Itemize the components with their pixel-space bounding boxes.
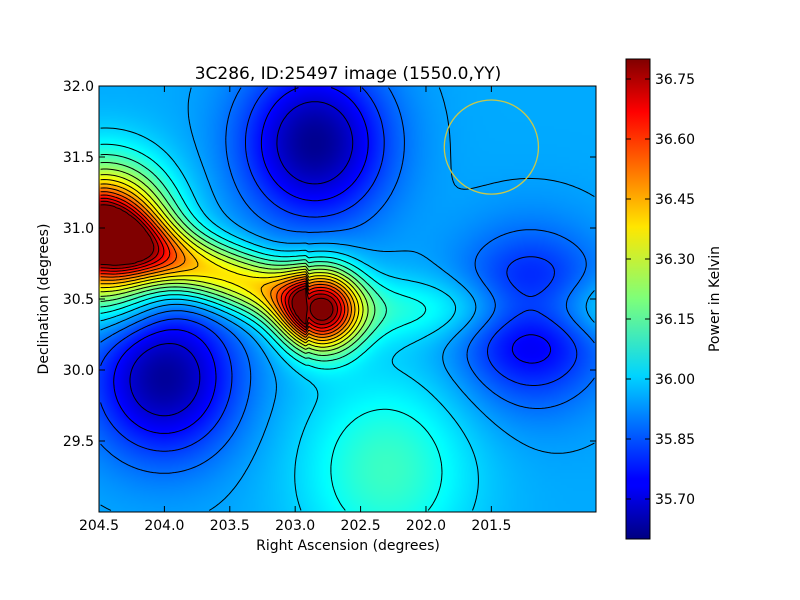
contour-line: [100, 187, 352, 338]
heatmap-area: [99, 86, 596, 512]
contour-line: [100, 154, 387, 362]
contour-line: [100, 87, 595, 511]
contour-line: [100, 179, 360, 345]
x-tick-label: 204.0: [144, 518, 184, 534]
colorbar-tick-label: 36.75: [655, 72, 695, 88]
chart-title: 3C286, ID:25497 image (1550.0,YY): [195, 64, 502, 84]
colorbar-tick-label: 35.85: [655, 432, 695, 448]
colorbar-tick-label: 36.30: [655, 252, 695, 268]
colorbar: [625, 58, 651, 540]
x-tick-label: 201.5: [471, 518, 511, 534]
colorbar-tick-label: 36.45: [655, 192, 695, 208]
colorbar-label: Power in Kelvin: [707, 246, 723, 352]
y-tick-label: 30.5: [63, 292, 94, 308]
contour-line: [129, 101, 354, 417]
x-tick-label: 204.5: [79, 518, 119, 534]
y-axis-label: Declination (degrees): [36, 224, 52, 375]
y-axis-ticks: 29.5 30.0 30.5 31.0 31.5 32.0: [63, 79, 596, 450]
colorbar-tick-label: 36.00: [655, 372, 695, 388]
contour-line: [100, 200, 338, 328]
contour-line: [100, 191, 349, 336]
contour-line: [113, 87, 552, 434]
x-axis-ticks: 204.5 204.0 203.5 203.0 202.5 202.0 201.5: [79, 86, 511, 534]
y-tick-label: 31.5: [63, 150, 94, 166]
contour-line: [100, 183, 356, 341]
contour-line: [100, 174, 364, 348]
contour-line: [100, 87, 595, 474]
contour-line: [100, 168, 369, 352]
y-tick-label: 31.0: [63, 221, 94, 237]
contour-line: [100, 194, 346, 333]
contour-line: [100, 143, 443, 511]
contour-lines: [100, 87, 595, 511]
colorbar-ticks: 35.70 35.85 36.00 36.15 36.30 36.45 36.60 36.75: [626, 72, 695, 508]
x-tick-label: 203.0: [275, 518, 315, 534]
x-tick-label: 202.5: [341, 518, 381, 534]
x-axis-label: Right Ascension (degrees): [256, 538, 440, 554]
contour-line: [100, 197, 342, 331]
x-tick-label: 202.0: [406, 518, 446, 534]
beam-circle: [443, 99, 540, 195]
contour-line: [100, 127, 479, 511]
y-tick-label: 29.5: [63, 434, 94, 450]
y-tick-label: 32.0: [63, 79, 94, 95]
colorbar-tick-label: 36.60: [655, 132, 695, 148]
colorbar-tick-label: 35.70: [655, 492, 695, 508]
contour-line: [100, 162, 376, 356]
colorbar-tick-label: 36.15: [655, 312, 695, 328]
y-tick-label: 30.0: [63, 363, 94, 379]
contour-line: [100, 87, 578, 452]
x-tick-label: 203.5: [210, 518, 250, 534]
contour-line: [100, 204, 334, 325]
